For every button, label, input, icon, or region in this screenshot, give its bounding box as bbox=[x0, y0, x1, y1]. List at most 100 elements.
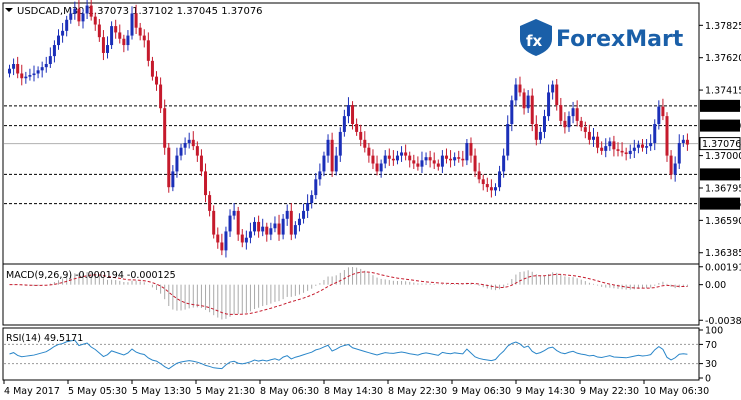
candle-bear bbox=[391, 158, 395, 161]
candle-bull bbox=[48, 56, 52, 65]
candle-bear bbox=[93, 16, 97, 25]
candle-bull bbox=[542, 116, 546, 132]
candle-bull bbox=[395, 155, 399, 161]
candle-bull bbox=[383, 155, 387, 164]
candle-bear bbox=[481, 179, 485, 185]
candle-bear bbox=[195, 146, 199, 156]
candle-bull bbox=[567, 116, 571, 128]
candle-bear bbox=[289, 210, 293, 235]
chart-title: USDCAD,M30 1.37073 1.37102 1.37045 1.370… bbox=[17, 6, 263, 17]
candle-bull bbox=[183, 142, 187, 148]
candle-bull bbox=[604, 146, 608, 151]
candle-bear bbox=[363, 139, 367, 148]
candle-bull bbox=[636, 144, 640, 148]
candle-bull bbox=[420, 160, 424, 167]
candle-bear bbox=[240, 234, 244, 243]
candle-bear bbox=[522, 92, 526, 109]
candle-bull bbox=[40, 67, 44, 71]
svg-text:fx: fx bbox=[526, 32, 543, 50]
level-label: 1.37190 bbox=[702, 121, 741, 132]
candle-bear bbox=[444, 155, 448, 159]
candle-bull bbox=[314, 179, 318, 196]
candle-bull bbox=[465, 142, 469, 161]
candle-bear bbox=[387, 155, 391, 159]
candle-bear bbox=[146, 40, 150, 61]
candle-bull bbox=[52, 45, 56, 57]
level-label: 1.36696 bbox=[702, 199, 741, 210]
levels-layer: 1.37315 1.37190 1.36881 1.36696 1.37076 bbox=[4, 99, 741, 210]
price-tick-label: 1.37620 bbox=[705, 53, 741, 64]
candle-bull bbox=[179, 147, 183, 156]
time-tick-label: 8 May 14:30 bbox=[324, 386, 383, 397]
candle-bull bbox=[400, 152, 404, 156]
candle-bull bbox=[318, 171, 322, 180]
candle-bull bbox=[65, 19, 69, 31]
candle-bear bbox=[355, 124, 359, 132]
candle-bear bbox=[530, 95, 534, 125]
rsi-tick-label: 100 bbox=[705, 326, 723, 337]
candle-bear bbox=[277, 223, 281, 235]
candle-bear bbox=[620, 150, 624, 153]
price-panel bbox=[2, 2, 700, 265]
candle-bull bbox=[297, 218, 301, 226]
candle-bear bbox=[469, 142, 473, 156]
candle-bear bbox=[159, 84, 163, 109]
time-tick-label: 5 May 05:30 bbox=[68, 386, 127, 397]
candle-bull bbox=[310, 195, 314, 203]
candle-bear bbox=[412, 160, 416, 164]
candle-bear bbox=[167, 147, 171, 188]
candle-bull bbox=[342, 116, 346, 132]
candle-bull bbox=[187, 139, 191, 143]
candle-bull bbox=[69, 13, 73, 20]
candle-bear bbox=[351, 105, 355, 125]
candle-bear bbox=[20, 73, 24, 79]
candle-bear bbox=[661, 106, 665, 117]
candle-bear bbox=[265, 226, 269, 235]
rsi-tick-label: 70 bbox=[705, 340, 717, 351]
candle-bull bbox=[453, 157, 457, 161]
level-label: 1.37315 bbox=[702, 101, 741, 112]
candle-bull bbox=[285, 210, 289, 219]
candle-bull bbox=[506, 124, 510, 156]
candle-bull bbox=[628, 150, 632, 155]
time-tick-label: 9 May 14:30 bbox=[516, 386, 575, 397]
macd-tick-label: -0.00380 bbox=[705, 316, 741, 327]
candle-bear bbox=[563, 120, 567, 128]
level-label-bg bbox=[700, 197, 740, 210]
candle-bull bbox=[379, 163, 383, 172]
candle-bull bbox=[293, 225, 297, 235]
candle-bear bbox=[583, 127, 587, 132]
candle-bull bbox=[110, 26, 114, 46]
level-label-bg bbox=[700, 168, 740, 181]
candle-bull bbox=[649, 142, 653, 147]
candles-layer bbox=[8, 0, 689, 258]
candle-bear bbox=[575, 108, 579, 121]
dropdown-triangle-icon[interactable] bbox=[5, 8, 13, 12]
candle-bear bbox=[600, 147, 604, 151]
macd-tick-label: 0.001912 bbox=[705, 262, 741, 273]
candle-bull bbox=[306, 202, 310, 211]
candle-bear bbox=[518, 84, 522, 93]
candle-bear bbox=[257, 221, 261, 232]
candle-bear bbox=[155, 76, 159, 85]
candle-bear bbox=[97, 24, 101, 38]
candle-bear bbox=[612, 141, 616, 150]
candle-bear bbox=[685, 139, 689, 145]
candle-bull bbox=[514, 84, 518, 101]
candle-bear bbox=[489, 187, 493, 191]
candle-bull bbox=[493, 187, 497, 191]
candle-bull bbox=[175, 155, 179, 172]
time-tick-label: 5 May 13:30 bbox=[132, 386, 191, 397]
candle-bear bbox=[204, 171, 208, 196]
level-label-bg bbox=[700, 99, 740, 112]
candle-bear bbox=[596, 136, 600, 148]
candle-bull bbox=[657, 106, 661, 125]
candle-bear bbox=[534, 124, 538, 140]
level-label-bg bbox=[700, 119, 740, 132]
candle-bull bbox=[130, 13, 134, 36]
candle-bull bbox=[12, 64, 16, 69]
candle-bull bbox=[677, 142, 681, 164]
candle-bear bbox=[559, 105, 563, 121]
candle-bear bbox=[220, 242, 224, 251]
rsi-line bbox=[9, 339, 688, 370]
